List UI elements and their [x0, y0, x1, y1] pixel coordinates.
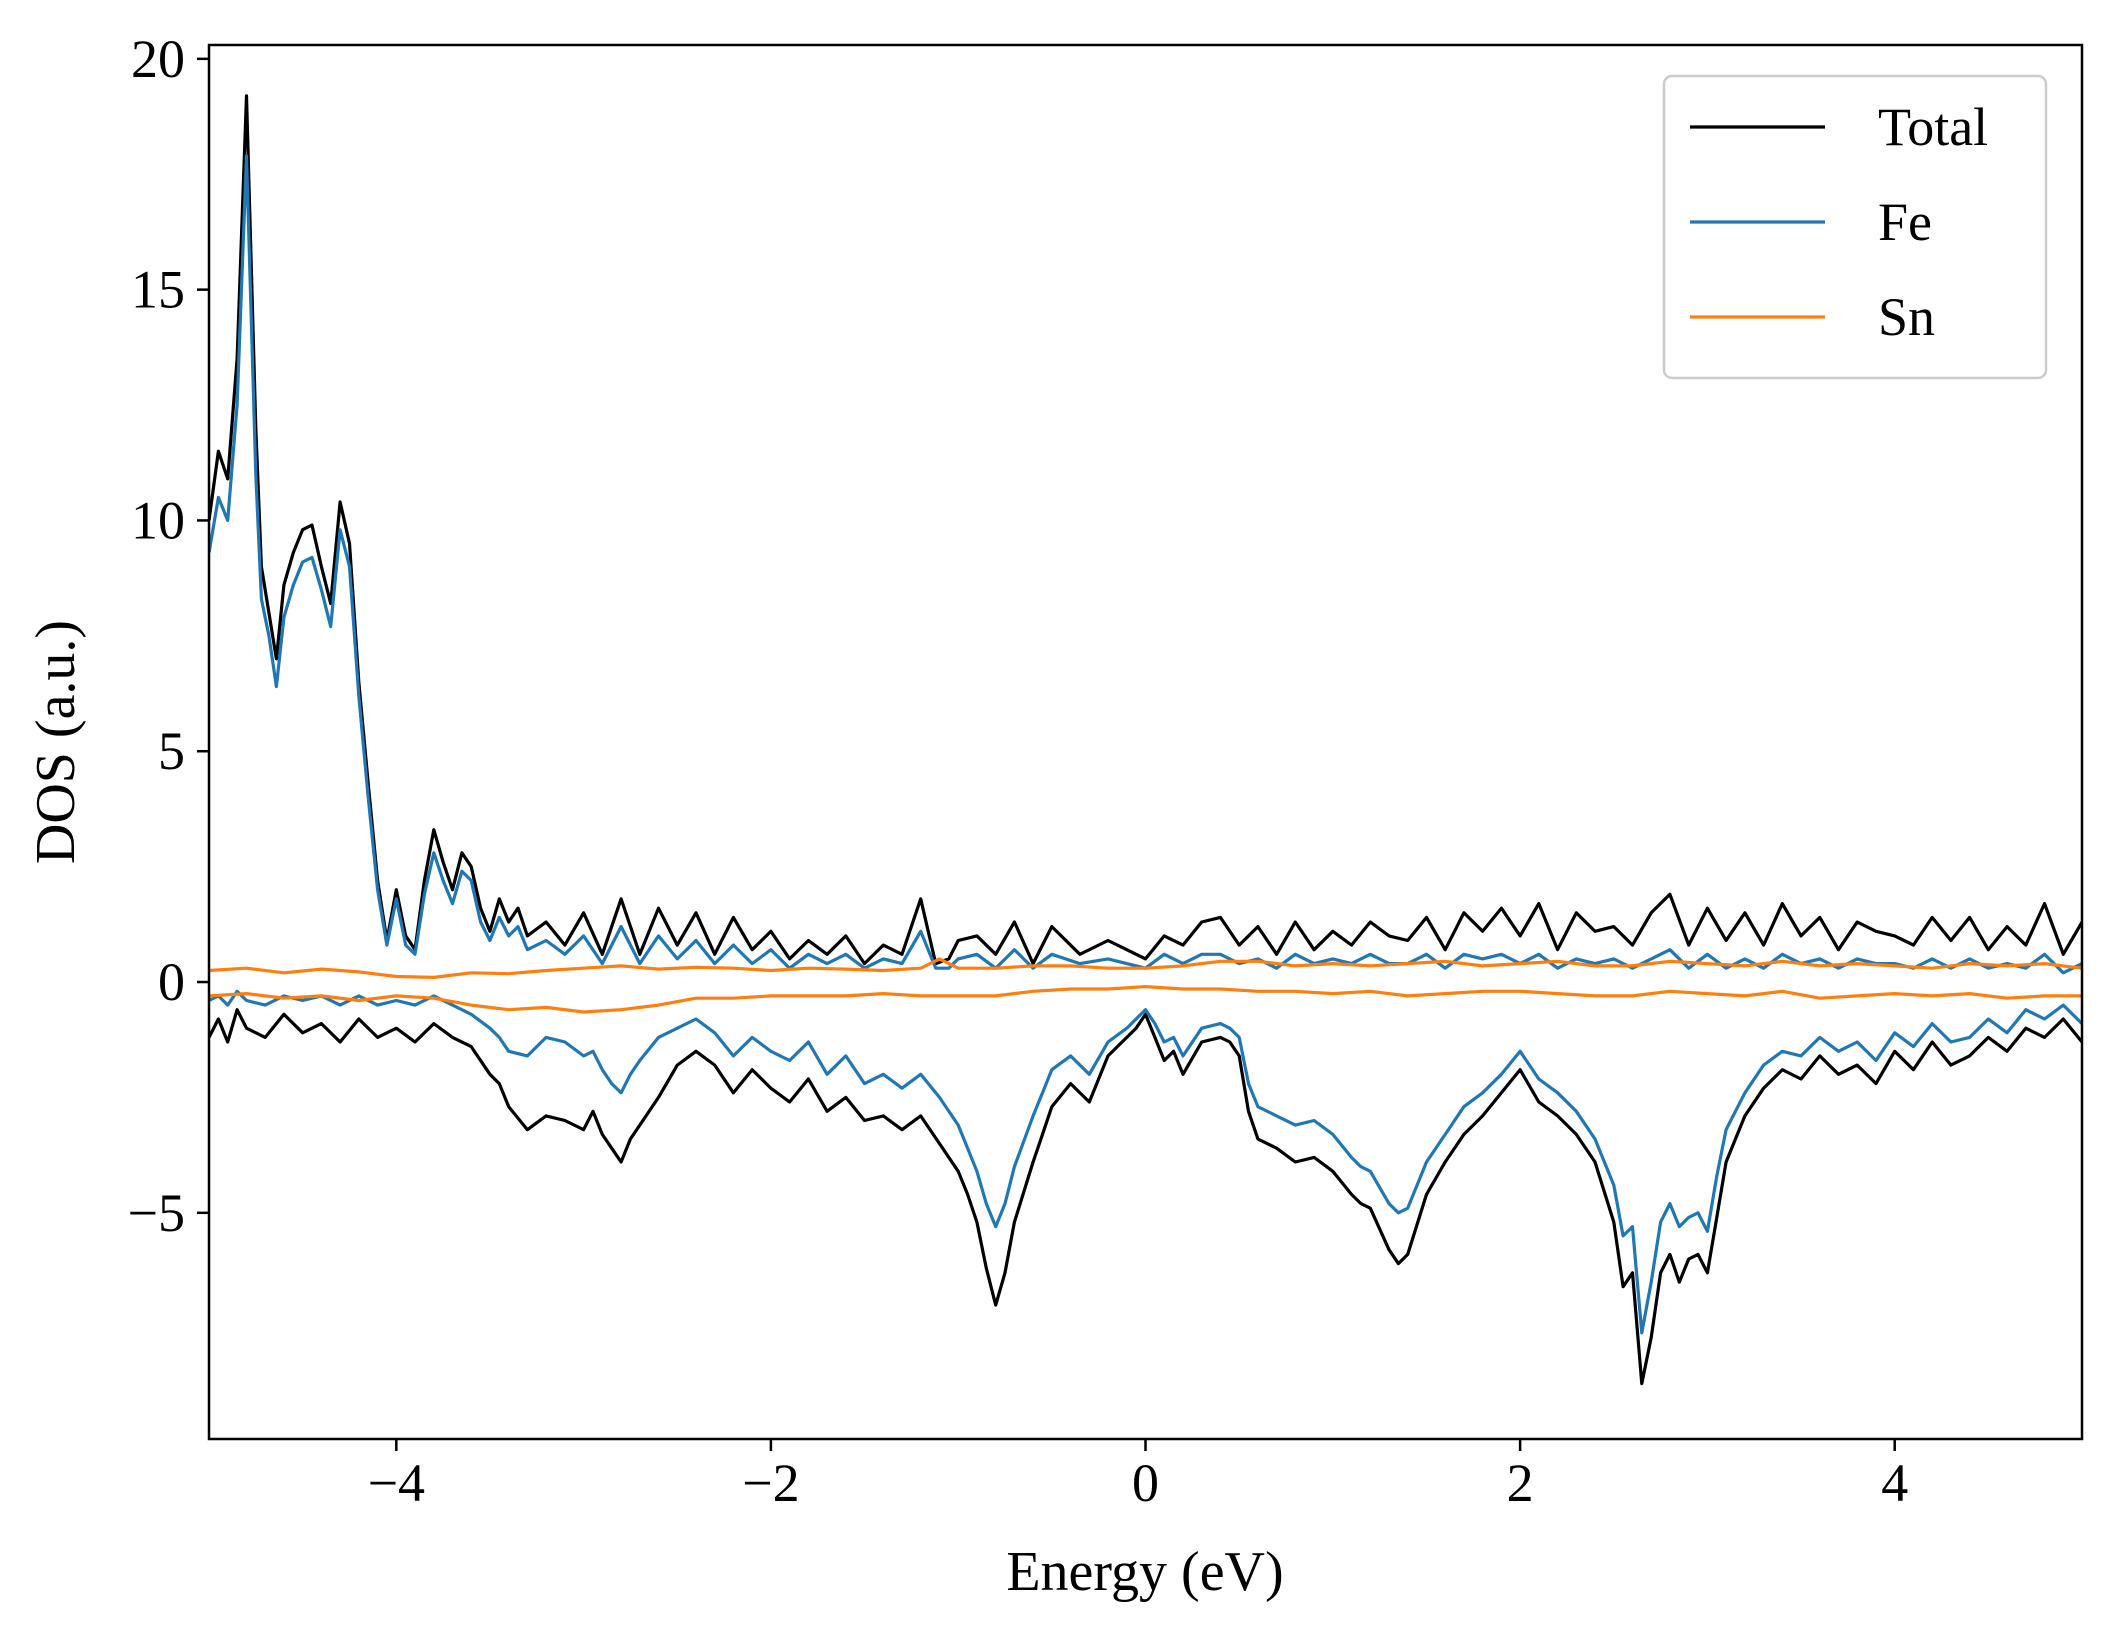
x-tick-label: −4: [368, 1453, 425, 1513]
series-line-fe-spin-down: [209, 989, 2082, 1335]
y-tick-label: 10: [131, 490, 185, 550]
y-tick-label: 20: [131, 29, 185, 89]
x-tick-label: 2: [1507, 1453, 1534, 1513]
legend: Total Fe Sn: [1662, 74, 2048, 380]
x-axis: −4 −2 0 2 4: [368, 1439, 1908, 1513]
series-line-sn-spin-down: [209, 985, 2082, 1014]
legend-label-total: Total: [1878, 97, 1988, 157]
x-tick-label: −2: [742, 1453, 799, 1513]
series-line-fe-spin-up: [209, 154, 2082, 975]
y-axis-label: DOS (a.u.): [25, 620, 87, 864]
y-tick-label: 0: [158, 952, 185, 1012]
legend-box: [1662, 74, 2048, 380]
legend-label-sn: Sn: [1878, 287, 1935, 347]
legend-label-fe: Fe: [1878, 192, 1932, 252]
x-tick-label: 0: [1132, 1453, 1159, 1513]
y-axis: −5 0 5 10 15 20: [128, 29, 209, 1243]
series-layer: [209, 94, 2082, 1386]
series-line-sn-spin-up: [209, 957, 2082, 979]
y-tick-label: −5: [128, 1183, 185, 1243]
y-tick-label: 5: [158, 721, 185, 781]
x-tick-label: 4: [1881, 1453, 1908, 1513]
x-axis-label: Energy (eV): [1006, 1541, 1283, 1603]
series-line-total-spin-down: [209, 1008, 2082, 1386]
y-tick-label: 15: [131, 260, 185, 320]
